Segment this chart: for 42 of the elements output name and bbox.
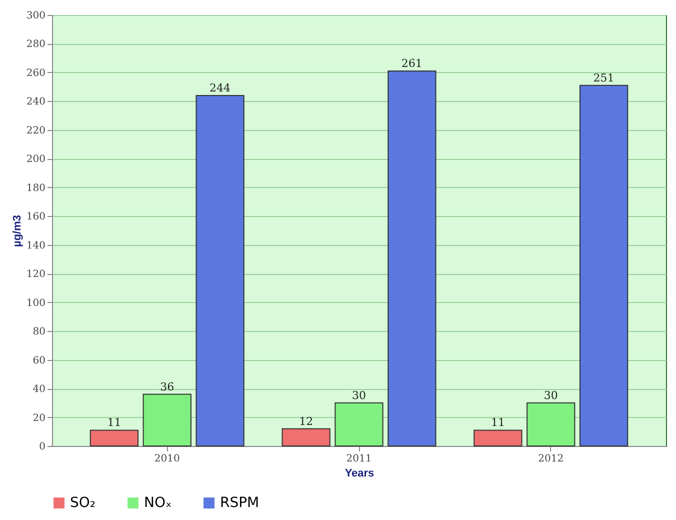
x-tick-label: 2012 xyxy=(538,454,564,464)
x-tick-label: 2011 xyxy=(346,454,372,464)
y-tick-label: 20 xyxy=(32,412,46,424)
data-label: 251 xyxy=(593,71,614,84)
data-label: 11 xyxy=(107,416,122,430)
data-label: 30 xyxy=(544,388,558,402)
y-tick-label: 0 xyxy=(39,442,46,452)
y-axis-title: µg/m3 xyxy=(11,214,24,248)
y-tick-label: 140 xyxy=(26,240,46,252)
bar xyxy=(474,430,522,446)
y-tick-label: 220 xyxy=(26,125,46,136)
y-tick-label: 100 xyxy=(26,298,46,309)
x-tick-label: 2010 xyxy=(154,454,180,464)
data-label: 30 xyxy=(352,388,366,402)
y-tick-label: 200 xyxy=(26,154,46,166)
bar xyxy=(388,70,436,446)
bar xyxy=(334,402,384,446)
y-tick-label: 160 xyxy=(26,212,46,223)
y-tick-label: 240 xyxy=(26,96,46,108)
data-label: 12 xyxy=(299,414,314,428)
x-axis-title: Years xyxy=(344,468,374,480)
legend-label: SO₂ xyxy=(70,495,96,511)
bar xyxy=(196,94,244,446)
y-tick-label: 180 xyxy=(26,182,46,194)
data-label: 36 xyxy=(160,380,174,394)
legend-label: NOₓ xyxy=(144,495,172,511)
y-tick-label: 80 xyxy=(32,326,46,338)
data-label: 11 xyxy=(490,416,505,430)
bar xyxy=(142,394,192,446)
y-tick-label: 120 xyxy=(26,269,46,280)
y-tick-label: 260 xyxy=(26,68,46,79)
y-tick-label: 280 xyxy=(26,39,46,50)
y-tick-label: 60 xyxy=(32,355,46,366)
data-label: 261 xyxy=(401,57,422,70)
bar xyxy=(282,428,330,446)
y-tick-label: 40 xyxy=(32,384,46,396)
y-tick-label: 300 xyxy=(26,10,46,22)
bar xyxy=(90,430,139,446)
legend-label: RSPM xyxy=(220,495,260,511)
bar xyxy=(579,84,628,446)
data-label: 244 xyxy=(210,81,231,94)
bar xyxy=(526,402,576,446)
